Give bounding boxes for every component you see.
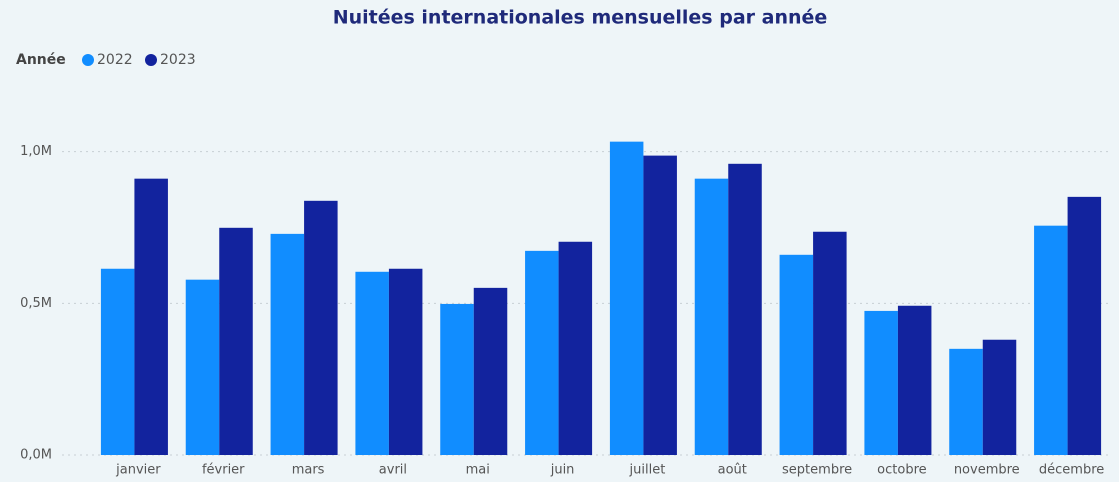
x-tick-label: mai (466, 463, 490, 478)
bar (219, 227, 253, 455)
y-tick-label: 0,0M (20, 448, 52, 463)
legend-marker (82, 54, 94, 66)
bar (982, 339, 1017, 455)
bar (304, 200, 338, 455)
x-tick-label: avril (379, 463, 407, 478)
bar (100, 268, 135, 455)
bar (270, 233, 305, 455)
x-tick-label: février (202, 463, 245, 478)
legend-label: 2022 (97, 52, 133, 68)
bar (897, 305, 932, 455)
y-tick-label: 0,5M (20, 296, 52, 311)
bar (558, 241, 593, 455)
bar (525, 250, 559, 455)
bar (694, 178, 729, 455)
bar (864, 310, 898, 455)
bar (813, 231, 847, 455)
bar (949, 348, 983, 455)
x-tick-label: juillet (629, 463, 666, 478)
legend-label: 2023 (160, 52, 196, 68)
x-tick-label: janvier (115, 463, 161, 478)
bar (440, 303, 474, 455)
bar (388, 268, 423, 455)
x-tick-label: octobre (877, 463, 926, 478)
chart-title: Nuitées internationales mensuelles par a… (333, 7, 828, 29)
bar (1067, 196, 1102, 455)
bar (643, 155, 677, 456)
bar (1034, 225, 1068, 455)
bar (779, 254, 814, 455)
bar (134, 178, 168, 455)
bar (609, 141, 644, 455)
x-tick-label: novembre (954, 463, 1020, 478)
bar (185, 279, 220, 455)
bar (355, 271, 389, 455)
x-tick-label: mars (292, 463, 325, 478)
x-tick-label: septembre (782, 463, 852, 478)
x-tick-label: juin (550, 463, 575, 478)
bar (473, 287, 508, 455)
y-tick-label: 1,0M (20, 144, 52, 159)
x-tick-label: août (718, 463, 747, 478)
x-tick-label: décembre (1039, 463, 1104, 478)
bar (728, 163, 762, 456)
legend-title: Année (16, 52, 66, 68)
legend-marker (145, 54, 157, 66)
